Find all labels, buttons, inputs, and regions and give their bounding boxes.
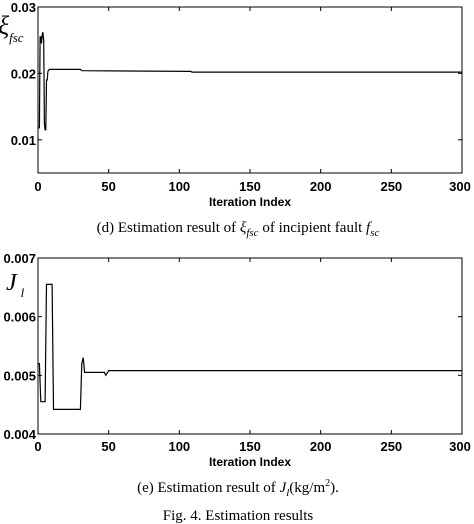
chart-e-x-tick-label: 100 bbox=[168, 439, 190, 454]
chart-e-x-ticks: 0 50 100 150 200 250 300 bbox=[34, 258, 471, 454]
chart-e-caption: (e) Estimation result of Jl(kg/m2). bbox=[137, 478, 339, 499]
chart-d-y-ticks: 0.03 0.02 0.01 bbox=[11, 0, 462, 148]
chart-d-ylabel: ξfsc bbox=[0, 11, 24, 45]
chart-d-caption: (d) Estimation result of ξfsc of incipie… bbox=[97, 220, 380, 239]
chart-e-xlabel: Iteration Index bbox=[209, 455, 291, 469]
chart-d-x-tick-label: 100 bbox=[168, 179, 190, 194]
figure-caption: Fig. 4. Estimation results bbox=[163, 508, 314, 524]
chart-d-x-tick-label: 50 bbox=[101, 179, 115, 194]
chart-e-y-tick-label: 0.005 bbox=[3, 368, 36, 383]
chart-d-x-tick-label: 0 bbox=[34, 179, 41, 194]
chart-e-y-tick-label: 0.007 bbox=[3, 251, 36, 266]
chart-d-x-tick-label: 300 bbox=[449, 179, 471, 194]
chart-d-axes-box bbox=[37, 6, 463, 174]
chart-e-x-tick-label: 250 bbox=[380, 439, 402, 454]
chart-d-x-tick-label: 150 bbox=[239, 179, 261, 194]
chart-e-y-ticks: 0.007 0.006 0.005 0.004 bbox=[3, 251, 462, 442]
chart-d: 0.03 0.02 0.01 0 50 100 150 200 250 300 ξfsc Ite… bbox=[0, 0, 471, 239]
chart-d-y-tick-label: 0.03 bbox=[11, 0, 36, 15]
chart-d-x-tick-label: 200 bbox=[310, 179, 332, 194]
chart-d-x-ticks: 0 50 100 150 200 250 300 bbox=[34, 7, 471, 194]
chart-e-x-tick-label: 150 bbox=[239, 439, 261, 454]
chart-e-x-tick-label: 50 bbox=[101, 439, 115, 454]
chart-e-x-tick-label: 0 bbox=[34, 439, 41, 454]
chart-e-x-tick-label: 200 bbox=[310, 439, 332, 454]
chart-e-series-line bbox=[38, 283, 462, 410]
chart-d-xlabel: Iteration Index bbox=[209, 195, 291, 209]
chart-d-y-tick-label: 0.02 bbox=[11, 66, 36, 81]
chart-e-x-tick-label: 300 bbox=[449, 439, 471, 454]
chart-e-y-tick-label: 0.006 bbox=[3, 310, 36, 325]
chart-d-series-line bbox=[38, 32, 462, 131]
chart-d-x-tick-label: 250 bbox=[380, 179, 402, 194]
chart-e-y-tick-label: 0.004 bbox=[3, 427, 36, 442]
chart-d-y-tick-label: 0.01 bbox=[11, 133, 36, 148]
chart-e-axes-box bbox=[37, 257, 463, 435]
